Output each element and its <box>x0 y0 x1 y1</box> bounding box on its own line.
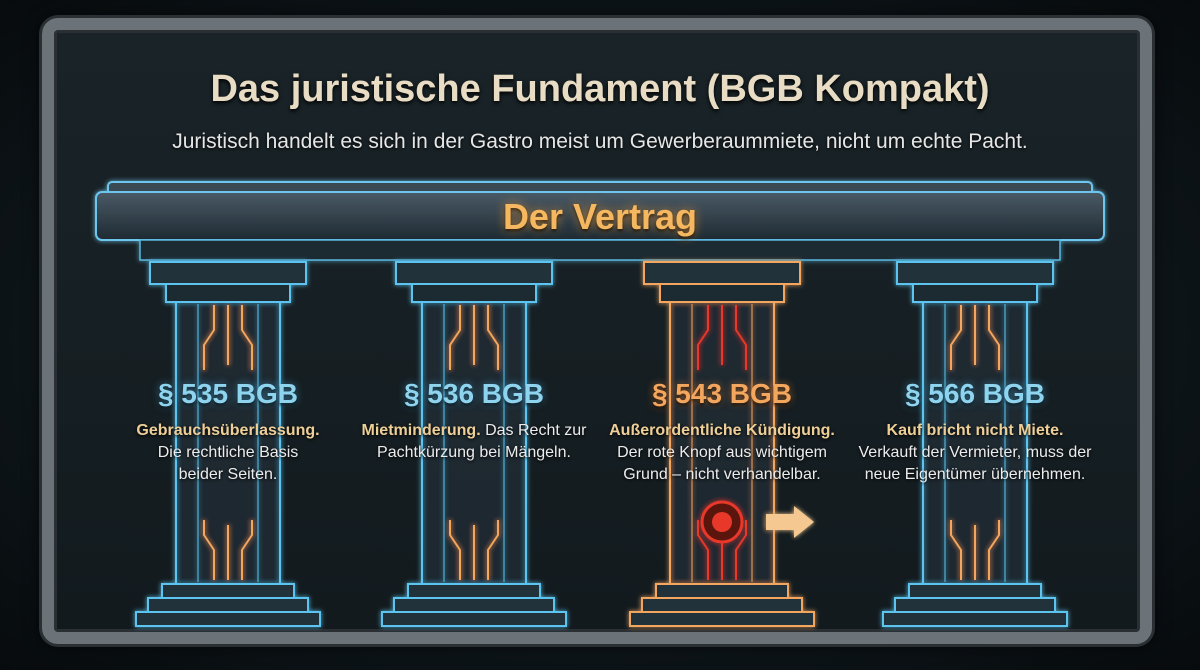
pillar-shape <box>381 261 567 627</box>
pillar-shape <box>882 261 1068 627</box>
pillar-code: § 535 BGB <box>157 378 299 409</box>
pillar-term: Gebrauchsüberlassung. <box>136 422 320 439</box>
pillar-term: Mietminderung. <box>361 422 481 439</box>
pillar-566: § 566 BGB Kauf bricht nicht Miete. Verkau… <box>850 378 1100 486</box>
pillar-text: Verkauft der Vermieter, muss der neue Ei… <box>858 444 1092 483</box>
pillar-shape <box>135 261 321 627</box>
pillar-535: § 535 BGB Gebrauchsüberlassung. Die recht… <box>103 378 353 486</box>
pillar-text: Der rote Knopf aus wichtigem Grund – nic… <box>617 444 827 483</box>
pillar-text: Das Recht zur Pachtkürzung bei Mängeln. <box>377 422 587 461</box>
pillar-code: § 566 BGB <box>904 378 1046 409</box>
pillar-536: § 536 BGB Mietminderung. Das Recht zur P… <box>349 378 599 464</box>
pillar-term: Kauf bricht nicht Miete. <box>886 422 1064 439</box>
pillar-code: § 543 BGB <box>651 378 793 409</box>
page-subtitle: Juristisch handelt es sich in der Gastro… <box>172 130 1028 153</box>
beam <box>95 181 1105 261</box>
pillar-shape <box>629 261 815 627</box>
pillar-term: Außerordentliche Kündigung. <box>609 422 835 439</box>
page-title: Das juristische Fundament (BGB Kompakt) <box>210 68 990 110</box>
beam-label: Der Vertrag <box>502 196 698 237</box>
pillar-code: § 536 BGB <box>403 378 545 409</box>
arrow-right-icon <box>766 506 814 538</box>
pillar-text: Die rechtliche Basis beider Seiten. <box>157 444 299 483</box>
pillar-543: § 543 BGB Außerordentliche Kündigung. Der… <box>597 378 847 486</box>
